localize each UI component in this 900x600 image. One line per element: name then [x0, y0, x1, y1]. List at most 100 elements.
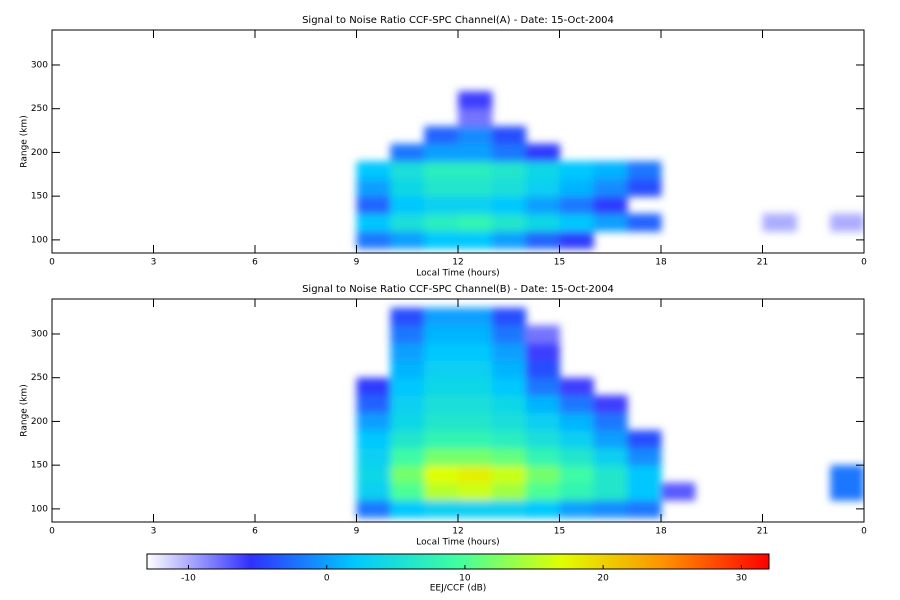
x-tick-label: 0: [49, 258, 55, 268]
heatmap-cell: [424, 126, 459, 145]
y-tick-label: 100: [31, 504, 48, 514]
heatmap-cell: [491, 231, 527, 250]
heatmap-cells: [356, 91, 864, 250]
heatmap-cell: [491, 342, 527, 361]
heatmap-cell: [390, 500, 425, 519]
x-tick-label: 12: [452, 258, 463, 268]
heatmap-cell: [424, 178, 459, 197]
heatmap-cell: [390, 430, 425, 449]
heatmap-cell: [525, 196, 560, 215]
heatmap-cell: [458, 465, 493, 484]
heatmap-cell: [390, 342, 425, 361]
heatmap-cell: [390, 360, 425, 379]
colorbar: [146, 553, 770, 570]
heatmap-cell: [424, 482, 459, 501]
heatmap-cell: [491, 143, 527, 162]
x-tick-label: 12: [452, 527, 463, 537]
heatmap-cell: [525, 231, 560, 250]
heatmap-cell: [525, 447, 560, 466]
colorbar-label: EEJ/CCF (dB): [430, 584, 487, 594]
heatmap-cell: [458, 231, 493, 250]
heatmap-cell: [390, 231, 425, 250]
x-axis-label: Local Time (hours): [416, 269, 499, 279]
heatmap-cell: [661, 482, 696, 501]
heatmap-cell: [356, 430, 391, 449]
heatmap-cell: [458, 213, 493, 232]
x-tick-label: 18: [655, 258, 667, 268]
heatmap-cell: [491, 360, 527, 379]
heatmap-cell: [491, 178, 527, 197]
heatmap-cell: [491, 500, 527, 519]
colorbar-tick-label: 0: [324, 574, 330, 584]
heatmap-cell: [525, 465, 560, 484]
heatmap-cell: [627, 447, 662, 466]
heatmap-cell: [458, 360, 493, 379]
y-axis-label: Range (km): [20, 384, 30, 436]
y-tick-label: 250: [31, 373, 48, 383]
heatmap-cell: [458, 447, 493, 466]
heatmap-cell: [356, 447, 391, 466]
heatmap-cell: [559, 447, 594, 466]
heatmap-cell: [627, 161, 662, 180]
x-tick-label: 0: [49, 527, 55, 537]
heatmap-cell: [356, 395, 391, 414]
heatmap-cell: [559, 395, 594, 414]
heatmap-cell: [458, 161, 493, 180]
heatmap-cell: [356, 377, 391, 396]
heatmap-cell: [356, 178, 391, 197]
heatmap-cell: [525, 500, 560, 519]
heatmap-cell: [356, 161, 391, 180]
heatmap-cell: [593, 482, 628, 501]
heatmap-cell: [593, 395, 628, 414]
heatmap-cell: [458, 395, 493, 414]
heatmap-cell: [390, 307, 425, 326]
heatmap-cell: [390, 412, 425, 431]
colorbar-tick-label: 10: [459, 574, 471, 584]
heatmap-cell: [458, 342, 493, 361]
heatmap-cell: [525, 161, 560, 180]
heatmap-cell: [390, 447, 425, 466]
heatmap-cell: [491, 377, 527, 396]
heatmap-cell: [491, 196, 527, 215]
heatmap-cell: [458, 108, 493, 127]
heatmap-cell: [525, 412, 560, 431]
heatmap-cell: [491, 126, 527, 145]
heatmap-cell: [491, 447, 527, 466]
heatmap-cell: [491, 161, 527, 180]
heatmap-cell: [525, 482, 560, 501]
heatmap-cell: [424, 342, 459, 361]
heatmap-cell: [593, 161, 628, 180]
heatmap-cell: [458, 325, 493, 344]
heatmap-cell: [356, 412, 391, 431]
heatmap-cell: [424, 447, 459, 466]
heatmap-cell: [491, 307, 527, 326]
heatmap-cell: [627, 430, 662, 449]
heatmap-cell: [593, 430, 628, 449]
heatmap-cell: [390, 395, 425, 414]
heatmap-cell: [390, 196, 425, 215]
y-tick-label: 100: [31, 235, 48, 245]
heatmap-cell: [491, 430, 527, 449]
x-tick-label: 6: [252, 258, 258, 268]
x-axis-label: Local Time (hours): [416, 538, 499, 548]
heatmap-cell: [458, 412, 493, 431]
heatmap-cell: [559, 377, 594, 396]
x-tick-label: 15: [554, 258, 565, 268]
heatmap-cell: [525, 342, 560, 361]
y-axis-label: Range (km): [20, 115, 30, 167]
heatmap-cell: [390, 213, 425, 232]
heatmap-cell: [424, 213, 459, 232]
heatmap-cell: [458, 178, 493, 197]
colorbar-tick-label: 20: [597, 574, 609, 584]
heatmap-cell: [424, 500, 459, 519]
heatmap-cell: [830, 482, 864, 501]
heatmap-cell: [627, 482, 662, 501]
heatmap-cell: [559, 213, 594, 232]
heatmap-cell: [491, 213, 527, 232]
heatmap-cell: [525, 395, 560, 414]
x-tick-label: 21: [757, 258, 768, 268]
heatmap-cell: [525, 178, 560, 197]
colorbar-tick-label: -10: [181, 574, 196, 584]
heatmap-cell: [559, 465, 594, 484]
heatmap-cell: [830, 213, 864, 232]
